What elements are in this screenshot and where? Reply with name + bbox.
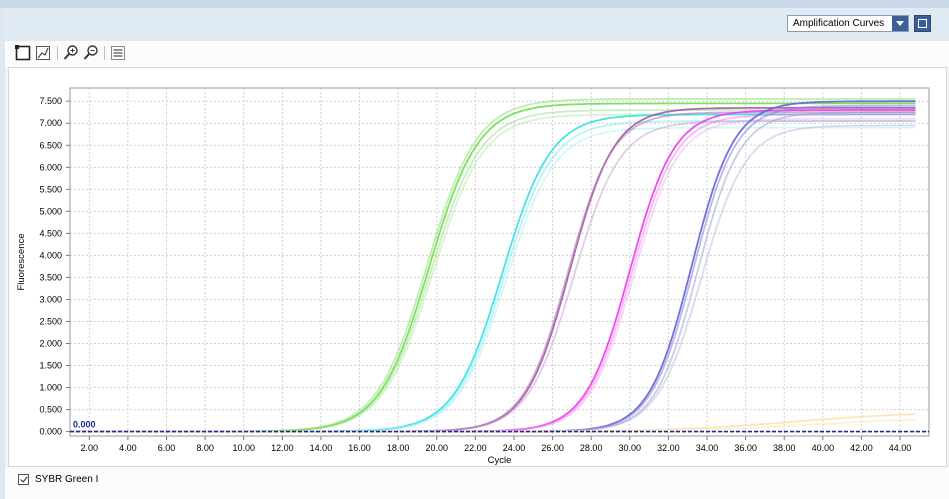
y-tick-label: 5.500	[39, 184, 62, 194]
x-tick-label: 16.00	[348, 443, 371, 453]
sybr-green-checkbox[interactable]	[18, 474, 29, 485]
x-tick-label: 22.00	[464, 443, 487, 453]
view-select-value: Amplification Curves	[793, 18, 885, 29]
y-tick-label: 4.000	[39, 250, 62, 260]
y-tick-label: 1.500	[39, 361, 62, 371]
x-tick-label: 6.00	[158, 443, 176, 453]
x-tick-label: 18.00	[387, 443, 410, 453]
x-tick-label: 42.00	[850, 443, 873, 453]
y-tick-label: 2.500	[39, 316, 62, 326]
threshold-label: 0.000	[73, 420, 96, 430]
x-tick-label: 14.00	[310, 443, 333, 453]
y-tick-label: 5.000	[39, 206, 62, 216]
window-left-border	[0, 8, 5, 499]
x-tick-label: 4.00	[119, 443, 137, 453]
window-top-border	[0, 0, 949, 8]
x-axis-label: Cycle	[488, 455, 512, 466]
x-tick-label: 44.00	[889, 443, 912, 453]
x-tick-label: 26.00	[541, 443, 564, 453]
x-tick-label: 38.00	[773, 443, 796, 453]
toolbar-separator	[57, 46, 58, 60]
y-axis-label: Fluorescence	[16, 233, 27, 290]
sybr-green-label: SYBR Green I	[35, 474, 99, 485]
toolbar-separator	[104, 46, 105, 60]
y-tick-label: 0.000	[39, 427, 62, 437]
x-tick-label: 12.00	[271, 443, 294, 453]
zoom-in-icon[interactable]	[62, 44, 80, 62]
y-tick-label: 7.000	[39, 118, 62, 128]
y-tick-label: 2.000	[39, 338, 62, 348]
window-menu-button[interactable]	[914, 15, 931, 32]
x-tick-label: 2.00	[81, 443, 99, 453]
x-tick-label: 24.00	[503, 443, 526, 453]
plot-border	[69, 87, 930, 437]
footer-bar	[5, 467, 949, 499]
chevron-down-icon[interactable]	[892, 16, 908, 31]
chart-toolbar	[5, 41, 949, 67]
x-tick-label: 36.00	[734, 443, 757, 453]
y-tick-label: 3.500	[39, 272, 62, 282]
amplification-plot-panel: 2.00 4.00 6.00 8.00 10.00 12.00 14.00 16.00 18.0…	[8, 67, 947, 467]
zoom-out-icon[interactable]	[82, 44, 100, 62]
chart-type-icon[interactable]	[34, 44, 52, 62]
y-tick-label: 1.000	[39, 383, 62, 393]
x-tick-label: 30.00	[619, 443, 642, 453]
legend-icon[interactable]	[109, 44, 127, 62]
view-select-dropdown[interactable]: Amplification Curves	[787, 15, 909, 32]
plot-area	[70, 88, 929, 436]
select-mode-icon[interactable]	[14, 44, 32, 62]
x-tick-label: 28.00	[580, 443, 603, 453]
y-tick-label: 3.000	[39, 294, 62, 304]
x-tick-label: 10.00	[232, 443, 255, 453]
x-tick-label: 32.00	[657, 443, 680, 453]
amplification-chart[interactable]: 2.00 4.00 6.00 8.00 10.00 12.00 14.00 16.00 18.0…	[9, 68, 946, 466]
x-tick-label: 40.00	[812, 443, 835, 453]
x-tick-label: 8.00	[196, 443, 214, 453]
y-tick-label: 0.500	[39, 405, 62, 415]
y-tick-label: 6.500	[39, 140, 62, 150]
y-tick-label: 7.500	[39, 96, 62, 106]
x-tick-label: 34.00	[696, 443, 719, 453]
y-tick-label: 4.500	[39, 228, 62, 238]
x-tick-label: 20.00	[425, 443, 448, 453]
y-tick-label: 6.000	[39, 162, 62, 172]
